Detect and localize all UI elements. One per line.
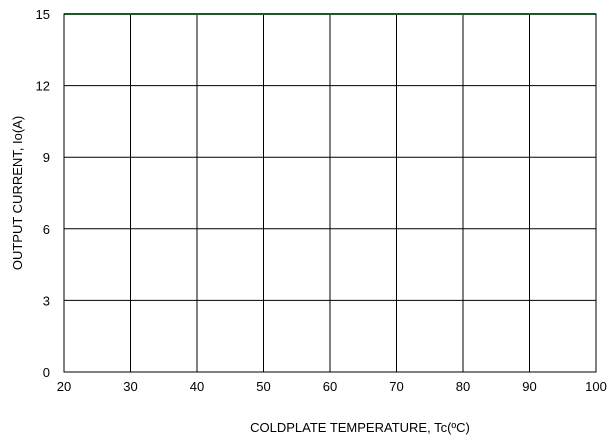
y-tick-label: 12 xyxy=(36,79,50,94)
x-tick-label: 40 xyxy=(190,379,204,394)
x-axis-label: COLDPLATE TEMPERATURE, Tc(ºC) xyxy=(250,420,470,435)
y-tick-label: 6 xyxy=(43,222,50,237)
x-tick-label: 90 xyxy=(522,379,536,394)
y-tick-label: 9 xyxy=(43,150,50,165)
x-tick-labels: 20 30 40 50 60 70 80 90 100 xyxy=(57,379,607,394)
plot-frame xyxy=(63,13,597,373)
y-tick-labels: 0 3 6 9 12 15 xyxy=(36,7,50,380)
x-tick-label: 70 xyxy=(389,379,403,394)
x-tick-label: 20 xyxy=(57,379,71,394)
x-tick-label: 50 xyxy=(256,379,270,394)
x-tick-label: 60 xyxy=(323,379,337,394)
y-tick-label: 0 xyxy=(43,365,50,380)
x-tick-label: 80 xyxy=(456,379,470,394)
y-tick-label: 15 xyxy=(36,7,50,22)
y-tick-label: 3 xyxy=(43,293,50,308)
x-tick-label: 100 xyxy=(585,379,607,394)
grid xyxy=(63,13,597,373)
x-tick-label: 30 xyxy=(123,379,137,394)
y-axis-label: OUTPUT CURRENT, Io(A) xyxy=(10,116,25,270)
